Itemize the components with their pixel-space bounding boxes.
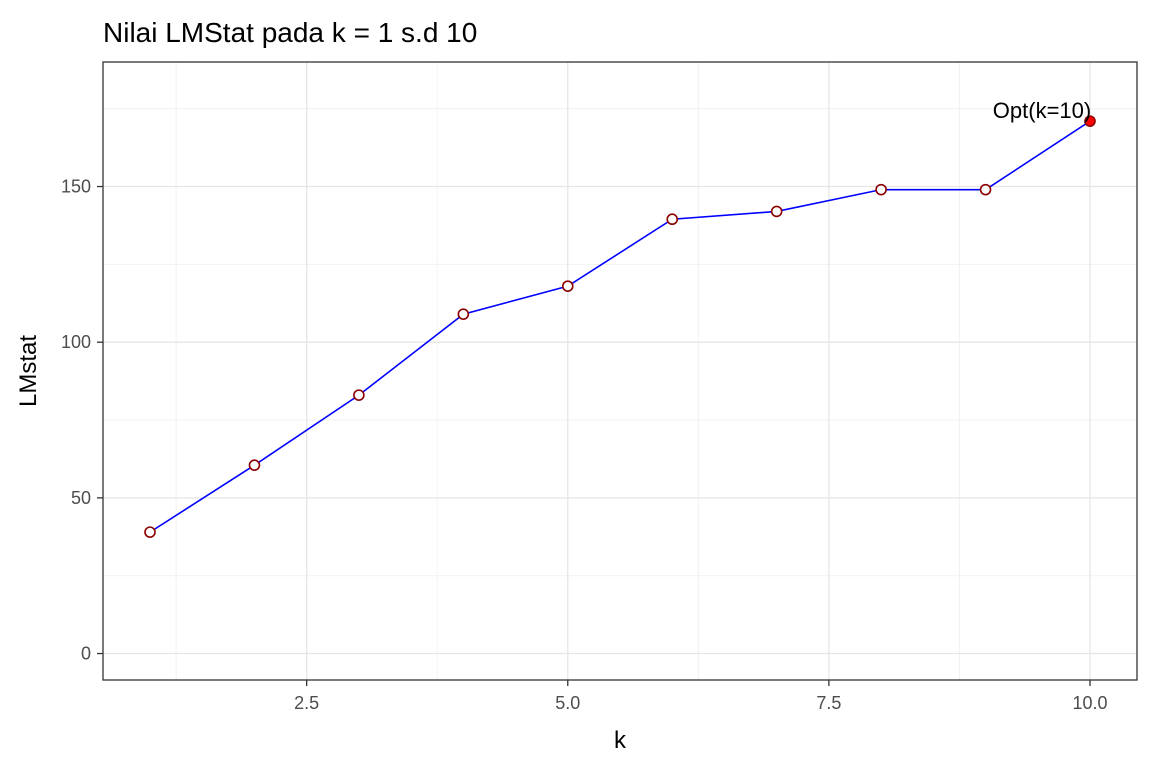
grid-minor: [103, 62, 1137, 680]
series-layer: [149, 120, 1091, 533]
optimum-annotation: Opt(k=10): [993, 98, 1091, 123]
plot-panel: [103, 62, 1137, 680]
data-point: [248, 459, 261, 471]
data-point: [457, 308, 470, 320]
y-axis: 0 50 100 150: [61, 177, 103, 664]
lmstat-line: [149, 120, 1091, 533]
data-point: [353, 389, 365, 401]
y-tick-label: 0: [81, 644, 91, 664]
x-axis: 2.5 5.0 7.5 10.0: [294, 680, 1108, 713]
points-layer: [144, 115, 1096, 538]
optimum-point: [1084, 115, 1096, 127]
chart-title: Nilai LMStat pada k = 1 s.d 10: [103, 17, 477, 48]
data-point: [144, 526, 156, 538]
y-tick-label: 100: [61, 332, 91, 352]
plot-panel-border: [102, 61, 1138, 681]
x-tick-label: 7.5: [816, 693, 841, 713]
y-axis-title: LMstat: [15, 335, 42, 407]
grid-major: [103, 62, 1137, 680]
x-tick-label: 5.0: [555, 693, 580, 713]
y-tick-label: 150: [61, 177, 91, 197]
x-tick-label: 10.0: [1072, 693, 1107, 713]
data-point: [875, 183, 887, 196]
data-point: [666, 213, 679, 226]
y-tick-label: 50: [71, 488, 91, 508]
x-axis-title: k: [614, 727, 627, 754]
data-point: [561, 280, 574, 292]
data-point: [979, 183, 992, 196]
data-point: [770, 205, 783, 218]
x-tick-label: 2.5: [294, 693, 319, 713]
